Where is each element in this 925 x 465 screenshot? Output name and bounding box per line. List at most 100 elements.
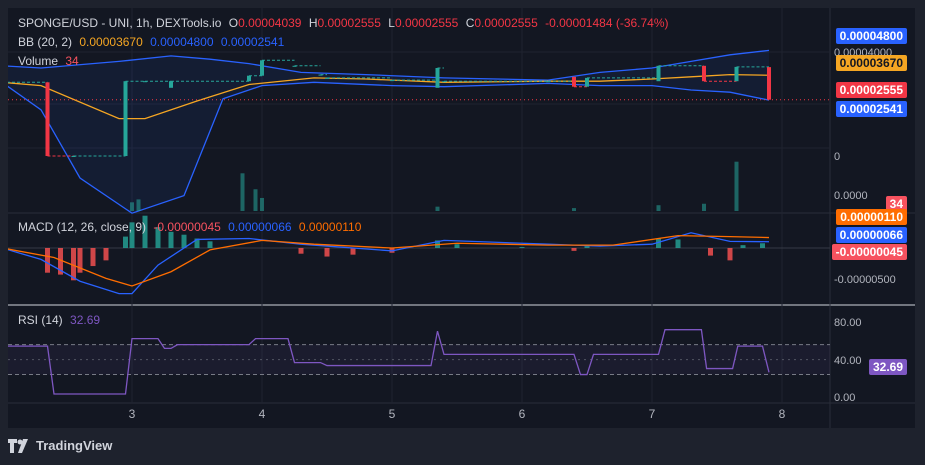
- candle: [45, 82, 50, 156]
- macd-legend[interactable]: MACD (12, 26, close, 9) -0.00000045 0.00…: [18, 220, 365, 234]
- macd-hist-bar: [129, 222, 135, 248]
- macd-hist-bar: [168, 231, 174, 248]
- macd-hist-bar: [727, 248, 733, 261]
- macd-value: 0.00000066: [228, 220, 292, 234]
- low-label: L: [388, 16, 395, 30]
- open-value: 0.00004039: [238, 16, 302, 30]
- rsi-tick-label: 0.00: [834, 392, 855, 404]
- candle: [767, 67, 771, 100]
- candle: [734, 66, 739, 82]
- macd-hist-bar: [760, 243, 765, 248]
- candle: [292, 65, 297, 67]
- volume-bar: [702, 203, 706, 211]
- volume-bar: [253, 189, 258, 211]
- macd-hist-value: -0.00000045: [153, 220, 221, 234]
- x-tick-label: 3: [129, 407, 136, 421]
- volume-bar: [136, 199, 141, 211]
- volume-bar: [240, 173, 245, 211]
- macd-line: [1, 232, 770, 295]
- macd-hist-bar: [142, 215, 148, 248]
- candle: [169, 81, 173, 88]
- macd-hist-bar: [519, 247, 525, 248]
- bb-upper-line: [1, 49, 770, 81]
- change-value: -0.00001484 (-36.74%): [545, 16, 669, 30]
- volume-name: Volume: [18, 54, 59, 68]
- macd-signal-line: [1, 234, 770, 287]
- close-label: C: [465, 16, 475, 30]
- macd-hist-bar: [58, 248, 63, 275]
- macd-hist-bar: [123, 236, 128, 248]
- rsi-line: [2, 329, 770, 395]
- macd-hist-axis-label: -0.00000045: [831, 244, 907, 260]
- x-tick-label: 8: [779, 407, 786, 421]
- bb-basis-value: 0.00003670: [79, 35, 143, 49]
- x-tick-label: 6: [519, 407, 526, 421]
- high-label: H: [308, 16, 318, 30]
- bb-legend[interactable]: BB (20, 2) 0.00003670 0.00004800 0.00002…: [18, 35, 288, 49]
- bb-band-fill: [2, 50, 769, 214]
- x-tick-label: 5: [389, 407, 396, 421]
- macd-hist-bar: [324, 248, 330, 257]
- candle: [702, 65, 706, 82]
- macd-hist-bar: [454, 244, 460, 248]
- tradingview-logo[interactable]: TradingView: [8, 438, 112, 453]
- volume-bar: [435, 206, 440, 211]
- volume-axis-label: 34: [885, 196, 907, 212]
- bb-lower-value: 0.00002541: [220, 35, 285, 49]
- high-value: 0.00002555: [317, 16, 381, 30]
- candle: [572, 76, 576, 87]
- bb-name: BB (20, 2): [18, 35, 73, 49]
- macd-hist-bar: [45, 248, 50, 273]
- bb-lower-price-label: 0.00002541: [835, 101, 907, 117]
- volume-bar: [734, 161, 739, 211]
- macd-hist-bar: [708, 248, 713, 256]
- volume-bar: [260, 197, 264, 211]
- volume-legend[interactable]: Volume 34: [18, 54, 83, 68]
- macd-name: MACD (12, 26, close, 9): [18, 220, 147, 234]
- macd-hist-bar: [656, 238, 661, 248]
- macd-axis-label: 0.00000066: [835, 227, 907, 243]
- candle: [260, 60, 264, 76]
- price-tick-label: 0: [834, 151, 840, 163]
- open-label: O: [228, 16, 239, 30]
- rsi-legend[interactable]: RSI (14) 32.69: [18, 313, 104, 327]
- rsi-tick-label: 80.00: [834, 317, 862, 329]
- macd-hist-bar: [77, 248, 83, 273]
- candle: [123, 81, 128, 156]
- bb-upper-value: 0.00004800: [150, 35, 214, 49]
- macd-hist-bar: [155, 227, 161, 248]
- rsi-axis-label: 32.69: [868, 359, 907, 375]
- close-price-label: 0.00002555: [835, 82, 907, 98]
- macd-hist-bar: [71, 248, 76, 281]
- chart-area[interactable]: 3 4 5 6 7 8 0.00004000 0 0.0000 -0.00000500 80.00 4…: [0, 8, 915, 428]
- macd-hist-bar: [90, 248, 96, 267]
- macd-hist-bar: [194, 238, 200, 248]
- bb-lower-line: [1, 81, 770, 214]
- macd-hist-bar: [181, 234, 187, 248]
- rsi-value: 32.69: [70, 313, 101, 327]
- symbol-title: SPONGE/USD - UNI, 1h, DEXTools.io: [18, 16, 222, 30]
- macd-signal-axis-label: 0.00000110: [836, 209, 907, 225]
- price-tick-label: 0.0000: [834, 190, 868, 202]
- macd-hist-bar: [571, 248, 577, 251]
- candle: [585, 77, 589, 87]
- header-legend: SPONGE/USD - UNI, 1h, DEXTools.io O0.000…: [18, 16, 673, 30]
- volume-bar: [656, 205, 661, 211]
- close-value: 0.00002555: [474, 16, 538, 30]
- bb-basis-price-label: 0.00003670: [835, 55, 907, 71]
- tradingview-icon: [8, 438, 28, 453]
- macd-hist-bar: [207, 241, 213, 248]
- candle: [656, 65, 661, 82]
- candle: [247, 75, 251, 82]
- rsi-name: RSI (14): [18, 313, 63, 327]
- macd-hist-bar: [350, 248, 356, 255]
- macd-hist-bar: [584, 246, 590, 248]
- volume-value: 34: [65, 54, 79, 68]
- bb-upper-price-label: 0.00004800: [835, 28, 907, 44]
- macd-hist-bar: [740, 245, 746, 248]
- rsi-tick-label: 40.00: [834, 355, 862, 367]
- candle: [435, 68, 440, 88]
- low-value: 0.00002555: [394, 16, 459, 30]
- x-tick-label: 7: [649, 407, 656, 421]
- chart-svg[interactable]: 3 4 5 6 7 80.0000400000.0000-0.0000050080.004…: [0, 8, 915, 428]
